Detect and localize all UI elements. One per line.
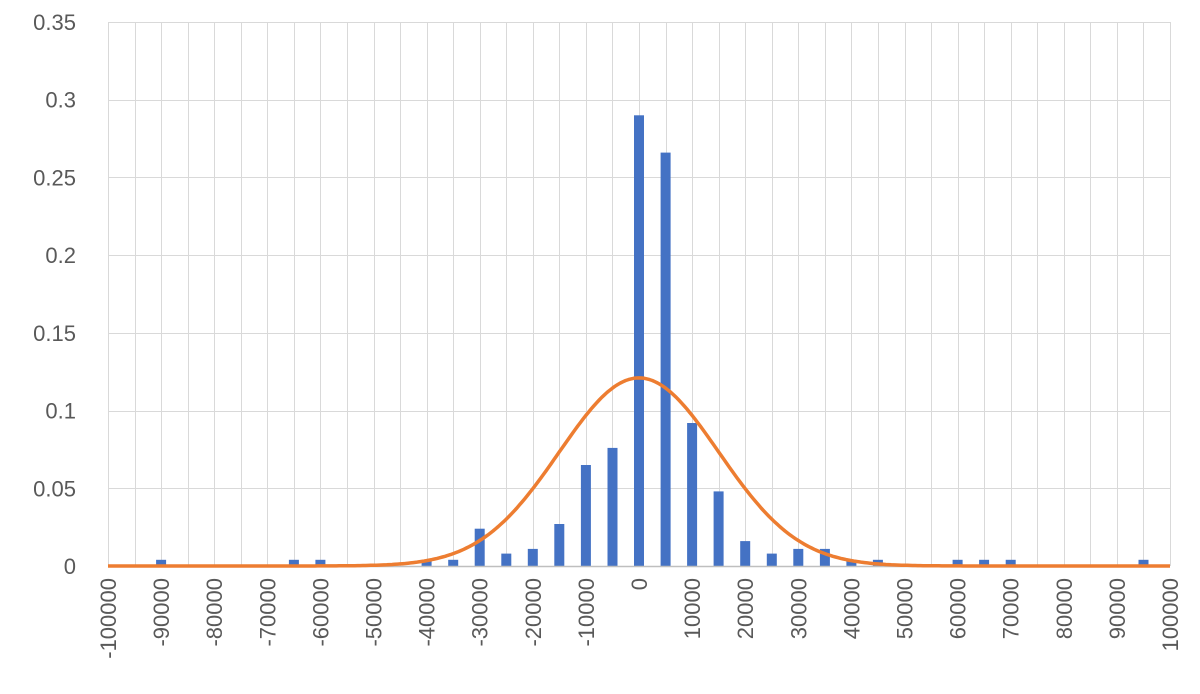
y-tick-label: 0.35 bbox=[33, 10, 76, 35]
bar bbox=[952, 559, 963, 566]
x-tick-label: -100000 bbox=[96, 578, 121, 659]
bar bbox=[660, 152, 671, 566]
bar bbox=[979, 559, 990, 566]
bar bbox=[288, 559, 299, 566]
x-tick-label: -90000 bbox=[149, 578, 174, 647]
y-tick-label: 0.1 bbox=[45, 399, 76, 424]
bar bbox=[501, 553, 512, 566]
bar bbox=[713, 491, 724, 566]
x-axis-tick-labels: -100000 -90000 -80000 -70000 -60000 -50000 -40… bbox=[96, 578, 1183, 659]
bar bbox=[580, 465, 591, 566]
bar bbox=[474, 528, 485, 566]
y-tick-label: 0.15 bbox=[33, 321, 76, 346]
bar bbox=[448, 559, 459, 566]
bar bbox=[1005, 559, 1016, 566]
x-tick-label: 90000 bbox=[1105, 578, 1130, 639]
x-tick-label: -70000 bbox=[255, 578, 280, 647]
bar bbox=[1138, 559, 1149, 566]
normal-curve-line bbox=[108, 376, 1170, 568]
x-tick-label: -60000 bbox=[308, 578, 333, 647]
x-tick-label: -80000 bbox=[202, 578, 227, 647]
x-tick-label: -50000 bbox=[362, 578, 387, 647]
x-tick-label: 50000 bbox=[893, 578, 918, 639]
x-tick-label: 40000 bbox=[839, 578, 864, 639]
bar bbox=[634, 115, 644, 567]
bar bbox=[156, 559, 167, 566]
bar bbox=[846, 559, 857, 566]
bar bbox=[793, 548, 804, 566]
bar bbox=[819, 548, 830, 566]
x-tick-label: 100000 bbox=[1158, 578, 1183, 651]
x-tick-label: -40000 bbox=[415, 578, 440, 647]
x-tick-label: 80000 bbox=[1052, 578, 1077, 639]
x-tick-label: -30000 bbox=[468, 578, 493, 647]
y-tick-label: 0.05 bbox=[33, 476, 76, 501]
x-tick-label: -20000 bbox=[521, 578, 546, 647]
y-axis-tick-labels: 0 0.05 0.1 0.15 0.2 0.25 0.3 0.35 bbox=[33, 10, 76, 579]
x-tick-label: 60000 bbox=[946, 578, 971, 639]
bar bbox=[607, 447, 618, 566]
bar-series bbox=[156, 115, 1149, 567]
y-tick-label: 0.3 bbox=[45, 88, 76, 113]
y-tick-label: 0 bbox=[64, 554, 76, 579]
bar bbox=[687, 423, 698, 566]
bar bbox=[421, 559, 432, 566]
bar bbox=[740, 541, 751, 566]
y-tick-label: 0.2 bbox=[45, 243, 76, 268]
bar bbox=[315, 559, 326, 566]
bar bbox=[554, 524, 565, 566]
x-tick-label: 0 bbox=[627, 578, 652, 590]
bar bbox=[527, 548, 538, 566]
x-tick-label: 30000 bbox=[786, 578, 811, 639]
bar bbox=[766, 553, 777, 566]
x-tick-label: 10000 bbox=[680, 578, 705, 639]
x-tick-label: 70000 bbox=[999, 578, 1024, 639]
x-tick-label: 20000 bbox=[733, 578, 758, 639]
y-tick-label: 0.25 bbox=[33, 165, 76, 190]
x-tick-label: -10000 bbox=[574, 578, 599, 647]
